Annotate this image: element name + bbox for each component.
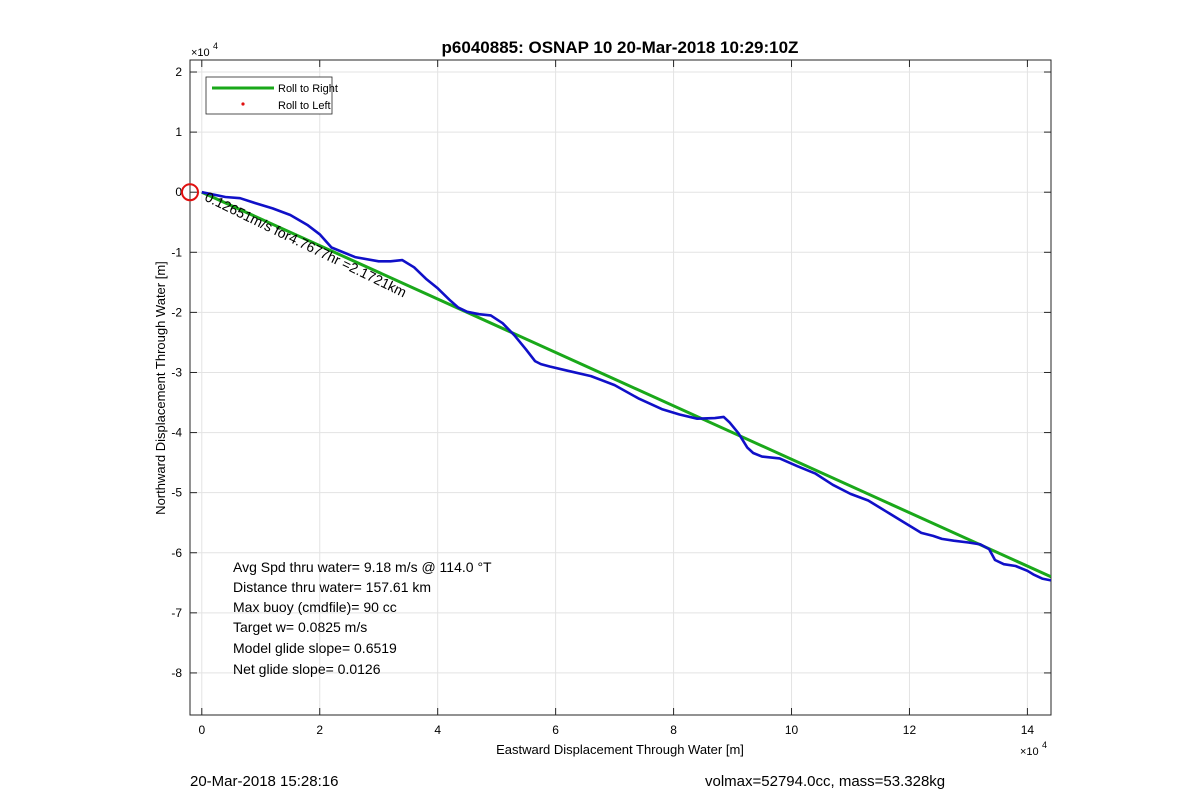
x-tick-label: 4 — [434, 723, 441, 737]
stat-model-glide: Model glide slope= 0.6519 — [233, 640, 397, 656]
y-tick-label: -4 — [171, 426, 182, 440]
x-tick-label: 12 — [903, 723, 917, 737]
y-tick-label: -8 — [171, 666, 182, 680]
x-tick-label: 6 — [552, 723, 559, 737]
stat-max-buoy: Max buoy (cmdfile)= 90 cc — [233, 599, 397, 615]
y-exponent-base: ×10 — [191, 47, 210, 59]
stat-avg-speed: Avg Spd thru water= 9.18 m/s @ 114.0 °T — [233, 559, 492, 575]
y-axis-label: Northward Displacement Through Water [m] — [153, 261, 168, 515]
x-axis-label: Eastward Displacement Through Water [m] — [496, 742, 744, 757]
x-tick-label: 10 — [785, 723, 799, 737]
stat-distance: Distance thru water= 157.61 km — [233, 579, 431, 595]
legend-label-roll-left: Roll to Left — [278, 100, 331, 112]
legend-box — [205, 76, 333, 115]
chart-title: p6040885: OSNAP 10 20-Mar-2018 10:29:10Z — [442, 38, 799, 57]
y-exponent-power: 4 — [213, 41, 218, 51]
series-roll-to-right — [201, 190, 1051, 579]
series-track — [201, 190, 1051, 582]
x-exponent: ×10 4 — [1020, 740, 1047, 758]
y-tick-label: -6 — [171, 546, 182, 560]
y-tick-label: 1 — [175, 125, 182, 139]
series-clipped — [201, 190, 1051, 582]
track-annotation: 0.12651m/s for4.7677hr =2.1721km — [202, 189, 409, 301]
x-exponent-base: ×10 — [1020, 746, 1039, 758]
series-layer — [181, 183, 1051, 582]
footer-summary: volmax=52794.0cc, mass=53.328kg — [705, 773, 946, 790]
x-tick-label: 0 — [198, 723, 205, 737]
footer-timestamp: 20-Mar-2018 15:28:16 — [190, 773, 339, 790]
legend-swatch-roll-left — [241, 102, 245, 106]
x-tick-label: 2 — [316, 723, 323, 737]
y-tick-label: -3 — [171, 365, 182, 379]
plot-area — [189, 59, 1052, 716]
y-tick-label: -1 — [171, 245, 182, 259]
legend-label-roll-right: Roll to Right — [278, 83, 338, 95]
x-tick-label: 14 — [1021, 723, 1035, 737]
y-tick-label: 2 — [175, 65, 182, 79]
stats-block: Avg Spd thru water= 9.18 m/s @ 114.0 °T … — [233, 559, 492, 677]
stat-net-glide: Net glide slope= 0.0126 — [233, 661, 381, 677]
y-tick-label: 0 — [175, 185, 182, 199]
x-exponent-power: 4 — [1042, 740, 1047, 750]
y-tick-label: -5 — [171, 486, 182, 500]
x-tick-label: 8 — [670, 723, 677, 737]
y-tick-label: -7 — [171, 606, 182, 620]
y-exponent: ×10 4 — [191, 41, 218, 59]
y-tick-label: -2 — [171, 305, 182, 319]
stat-target-w: Target w= 0.0825 m/s — [233, 619, 367, 635]
start-marker — [181, 183, 199, 202]
legend: Roll to Right Roll to Left — [205, 76, 338, 115]
